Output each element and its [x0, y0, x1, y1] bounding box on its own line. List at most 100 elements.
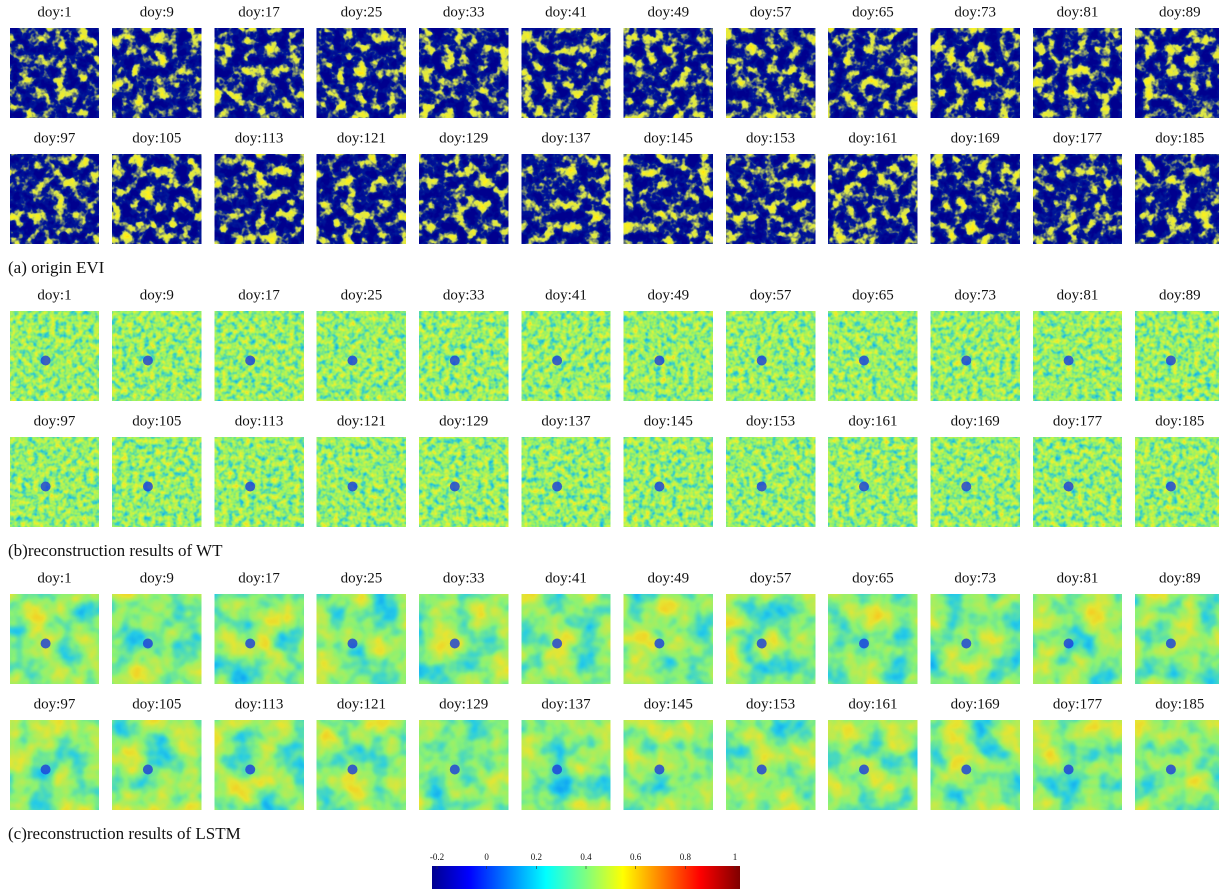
- section-caption: (b)reconstruction results of WT: [8, 541, 223, 560]
- map-feature: [552, 639, 562, 649]
- map-feature: [859, 356, 869, 366]
- panel-label: doy:25: [341, 570, 383, 586]
- panel-label: doy:121: [337, 130, 386, 146]
- map-feature: [1064, 482, 1074, 492]
- panel-label: doy:73: [954, 570, 996, 586]
- panel-label: doy:81: [1057, 570, 1099, 586]
- map-feature: [245, 482, 255, 492]
- colorbar-tick-label: 0.8: [680, 852, 692, 862]
- map-image: [726, 311, 815, 401]
- map-image: [112, 154, 201, 244]
- map-feature: [41, 356, 51, 366]
- map-image: [419, 437, 508, 527]
- map-image: [317, 594, 406, 684]
- panel-label: doy:177: [1053, 413, 1103, 429]
- map-image: [1033, 154, 1122, 244]
- panel-label: doy:137: [541, 413, 591, 429]
- panel-label: doy:105: [132, 696, 181, 712]
- panel-label: doy:129: [439, 130, 488, 146]
- map-image: [931, 720, 1020, 810]
- colorbar-tick-label: 0.2: [531, 852, 542, 862]
- panel-label: doy:153: [746, 696, 795, 712]
- map-image: [317, 154, 406, 244]
- map-image: [112, 720, 201, 810]
- map-image: [726, 154, 815, 244]
- map-image: [1135, 437, 1219, 527]
- map-feature: [245, 356, 255, 366]
- colorbar-tick-label: -0.2: [430, 852, 444, 862]
- map-image: [624, 154, 713, 244]
- map-image: [1033, 311, 1122, 401]
- map-image: [828, 594, 917, 684]
- map-feature: [1064, 765, 1074, 775]
- map-image: [1135, 28, 1219, 118]
- map-feature: [961, 639, 971, 649]
- panel-label: doy:81: [1057, 4, 1099, 20]
- panel-label: doy:145: [644, 413, 693, 429]
- panel-label: doy:57: [750, 4, 792, 20]
- panel-label: doy:89: [1159, 4, 1201, 20]
- map-feature: [1166, 639, 1176, 649]
- panel-label: doy:129: [439, 413, 488, 429]
- map-feature: [757, 639, 767, 649]
- map-image: [522, 311, 611, 401]
- map-feature: [859, 765, 869, 775]
- map-image: [931, 594, 1020, 684]
- map-feature: [859, 639, 869, 649]
- map-image: [624, 594, 713, 684]
- map-image: [1135, 720, 1219, 810]
- panel-label: doy:1: [37, 287, 71, 303]
- panel-label: doy:113: [235, 130, 284, 146]
- panel-label: doy:185: [1155, 413, 1204, 429]
- map-feature: [654, 639, 664, 649]
- colorbar-tick-label: 0: [484, 852, 489, 862]
- map-feature: [552, 356, 562, 366]
- panel-label: doy:9: [140, 4, 174, 20]
- panel-label: doy:169: [951, 696, 1000, 712]
- map-image: [317, 28, 406, 118]
- map-image: [1135, 154, 1219, 244]
- map-image: [215, 154, 304, 244]
- map-image: [1033, 28, 1122, 118]
- map-feature: [961, 356, 971, 366]
- map-image: [828, 154, 917, 244]
- map-image: [828, 437, 917, 527]
- panel-label: doy:49: [647, 4, 689, 20]
- panel-label: doy:1: [37, 570, 71, 586]
- map-image: [215, 28, 304, 118]
- map-image: [10, 154, 99, 244]
- map-feature: [757, 356, 767, 366]
- map-image: [317, 437, 406, 527]
- map-image: [624, 720, 713, 810]
- map-image: [1135, 594, 1219, 684]
- map-image: [931, 28, 1020, 118]
- map-feature: [757, 765, 767, 775]
- panel-label: doy:161: [848, 130, 897, 146]
- map-image: [10, 28, 99, 118]
- map-feature: [1166, 356, 1176, 366]
- map-image: [419, 28, 508, 118]
- map-image: [10, 594, 99, 684]
- panel-label: doy:33: [443, 4, 485, 20]
- map-feature: [757, 482, 767, 492]
- panel-label: doy:121: [337, 413, 386, 429]
- panel-label: doy:153: [746, 413, 795, 429]
- panel-label: doy:145: [644, 696, 693, 712]
- map-feature: [1064, 639, 1074, 649]
- map-image: [10, 720, 99, 810]
- map-image: [931, 154, 1020, 244]
- map-feature: [859, 482, 869, 492]
- map-image: [112, 28, 201, 118]
- panel-label: doy:177: [1053, 130, 1103, 146]
- section-caption: (a) origin EVI: [8, 258, 105, 277]
- panel-label: doy:57: [750, 287, 792, 303]
- map-feature: [961, 482, 971, 492]
- map-feature: [552, 765, 562, 775]
- map-image: [522, 154, 611, 244]
- panel-label: doy:25: [341, 287, 383, 303]
- map-image: [726, 437, 815, 527]
- map-image: [1033, 594, 1122, 684]
- map-image: [112, 594, 201, 684]
- map-image: [522, 437, 611, 527]
- panel-label: doy:41: [545, 4, 587, 20]
